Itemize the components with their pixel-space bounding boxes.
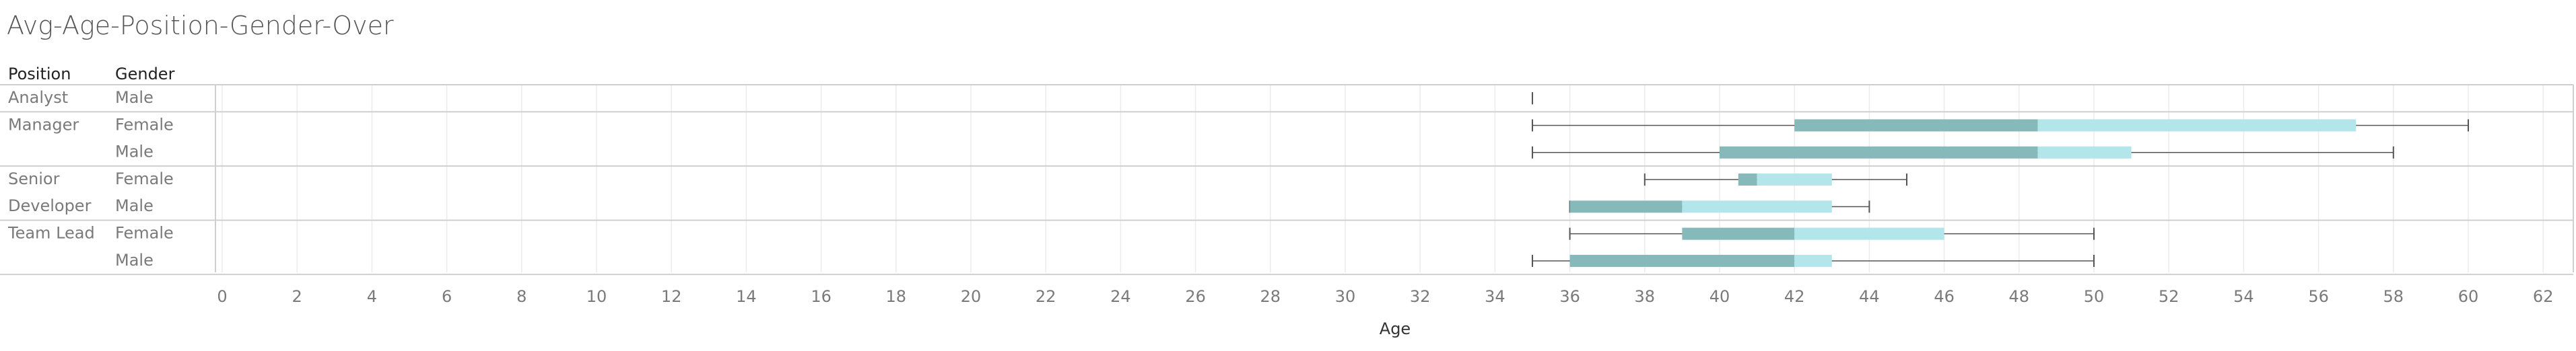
x-tick-label: 8	[516, 287, 527, 306]
position-label: Senior	[8, 169, 60, 188]
x-tick-label: 4	[367, 287, 377, 306]
box-upper-half	[1794, 254, 1832, 267]
x-tick-label: 60	[2458, 287, 2479, 306]
x-tick-label: 32	[1410, 287, 1431, 306]
box-lower-half	[1720, 146, 2038, 159]
box-lower-half	[1682, 227, 1795, 240]
x-tick-label: 20	[961, 287, 982, 306]
x-tick-label: 40	[1709, 287, 1730, 306]
x-tick-label: 24	[1110, 287, 1131, 306]
position-label: Developer	[8, 196, 92, 215]
box-upper-half	[2037, 119, 2357, 132]
box-lower-half	[1794, 119, 2038, 132]
x-tick-label: 34	[1485, 287, 1505, 306]
x-tick-label: 50	[2084, 287, 2105, 306]
x-axis-title: Age	[1380, 319, 1411, 338]
x-tick-label: 44	[1859, 287, 1880, 306]
position-label: Team Lead	[7, 224, 95, 243]
gender-label: Male	[115, 143, 154, 161]
gender-column-header: Gender	[115, 65, 175, 83]
x-tick-label: 56	[2308, 287, 2329, 306]
x-tick-label: 14	[736, 287, 757, 306]
box-lower-half	[1569, 254, 1795, 267]
gender-label: Female	[115, 115, 174, 134]
box-upper-half	[1794, 227, 1944, 240]
box-lower-half	[1569, 200, 1683, 213]
x-tick-label: 12	[661, 287, 682, 306]
box-upper-half	[1682, 200, 1832, 213]
x-tick-label: 18	[886, 287, 907, 306]
x-tick-label: 28	[1260, 287, 1281, 306]
x-tick-label: 42	[1784, 287, 1805, 306]
box-lower-half	[1738, 173, 1757, 186]
x-tick-label: 48	[2009, 287, 2030, 306]
gender-label: Female	[115, 169, 174, 188]
gender-label: Male	[115, 88, 154, 107]
box-upper-half	[2037, 146, 2132, 159]
x-tick-label: 36	[1559, 287, 1580, 306]
x-tick-label: 10	[586, 287, 607, 306]
x-tick-label: 54	[2233, 287, 2254, 306]
box-upper-half	[1757, 173, 1832, 186]
x-tick-label: 38	[1635, 287, 1656, 306]
x-tick-label: 58	[2383, 287, 2404, 306]
x-tick-label: 16	[811, 287, 832, 306]
x-tick-label: 0	[217, 287, 227, 306]
x-tick-label: 62	[2533, 287, 2554, 306]
x-tick-label: 22	[1036, 287, 1056, 306]
x-tick-label: 2	[292, 287, 302, 306]
x-tick-label: 26	[1185, 287, 1206, 306]
gender-label: Male	[115, 196, 154, 215]
chart-title: Avg-Age-Position-Gender-Over	[7, 11, 394, 40]
x-tick-label: 46	[1934, 287, 1955, 306]
gender-label: Female	[115, 224, 174, 243]
position-column-header: Position	[8, 65, 71, 83]
gender-label: Male	[115, 251, 154, 270]
position-label: Analyst	[8, 88, 68, 107]
position-label: Manager	[8, 115, 79, 134]
x-tick-label: 6	[442, 287, 452, 306]
x-tick-label: 30	[1335, 287, 1356, 306]
x-tick-label: 52	[2159, 287, 2179, 306]
